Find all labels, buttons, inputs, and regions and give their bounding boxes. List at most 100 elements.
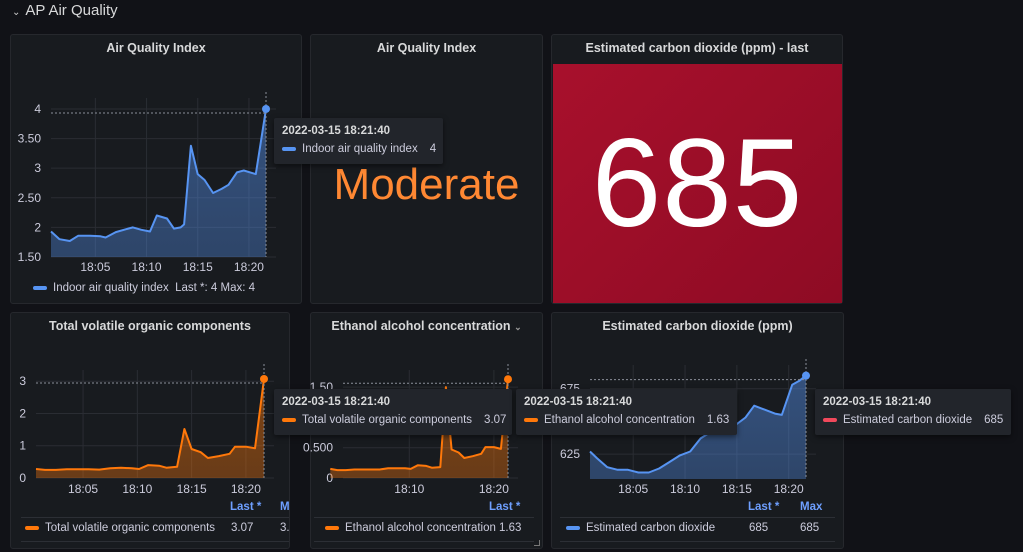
y-tick-label: 2 bbox=[19, 406, 26, 420]
x-tick-label: 18:10 bbox=[394, 482, 424, 496]
series-line bbox=[589, 374, 807, 474]
x-tick-label: 18:15 bbox=[183, 260, 213, 274]
y-tick-label: 3 bbox=[34, 161, 41, 175]
tooltip-series: Indoor air quality index bbox=[302, 143, 418, 155]
x-tick-label: 18:20 bbox=[234, 260, 264, 274]
series-swatch bbox=[33, 285, 47, 290]
x-tick-label: 18:10 bbox=[670, 482, 700, 496]
chart-aqi: 18:05 18:10 18:15 18:20 1.50 2 2.50 3 3.50 4 bbox=[18, 92, 276, 274]
hover-point bbox=[802, 371, 810, 380]
panel-title: Air Quality Index bbox=[376, 41, 477, 55]
stat-value: 685 bbox=[553, 64, 842, 303]
panel-title-text: Ethanol alcohol concentration bbox=[331, 319, 511, 333]
legend-header-last[interactable]: Last * bbox=[230, 501, 262, 513]
x-tick-label: 18:15 bbox=[722, 482, 752, 496]
series-line bbox=[50, 108, 267, 242]
hover-point bbox=[260, 374, 268, 383]
legend-item[interactable]: Estimated carbon dioxide 685 685 bbox=[566, 522, 819, 534]
tooltip-series: Ethanol alcohol concentration bbox=[544, 414, 695, 426]
legend-summary: Last *: 4 Max: 4 bbox=[175, 282, 256, 294]
tooltip-tvoc: 2022-03-15 18:21:40 Total volatile organ… bbox=[274, 389, 512, 435]
legend-header-last[interactable]: Last * bbox=[489, 501, 521, 513]
legend-series: Total volatile organic components bbox=[45, 522, 216, 534]
panel-title: Estimated carbon dioxide (ppm) - last bbox=[585, 41, 809, 55]
series-swatch bbox=[566, 525, 580, 530]
y-tick-label: 3.50 bbox=[18, 132, 42, 146]
y-tick-label: 3 bbox=[19, 374, 26, 388]
tooltip-ethanol: 2022-03-15 18:21:40 Ethanol alcohol conc… bbox=[516, 389, 737, 435]
resize-handle[interactable] bbox=[534, 540, 540, 546]
tooltip-time: 2022-03-15 18:21:40 bbox=[823, 396, 932, 408]
legend-header-max[interactable]: Max bbox=[800, 501, 823, 513]
y-tick-label: 0 bbox=[326, 471, 333, 485]
x-tick-label: 18:10 bbox=[122, 482, 152, 496]
series-area bbox=[330, 379, 508, 478]
series-line bbox=[35, 378, 265, 471]
tooltip-time: 2022-03-15 18:21:40 bbox=[282, 125, 391, 137]
tooltip-value: 685 bbox=[984, 414, 1004, 426]
y-tick-label: 0.500 bbox=[303, 441, 333, 455]
legend-max: 685 bbox=[800, 522, 820, 534]
tooltip-value: 3.07 bbox=[484, 414, 507, 426]
panel-title[interactable]: Ethanol alcohol concentration ⌄ bbox=[311, 319, 542, 333]
legend-item[interactable]: Indoor air quality index Last *: 4 Max: … bbox=[33, 282, 255, 294]
y-tick-label: 2 bbox=[34, 220, 41, 234]
panel-air-quality-index-chart[interactable]: 18:05 18:10 18:15 18:20 1.50 2 2.50 3 3.50 4 Air … bbox=[10, 34, 302, 304]
y-tick-label: 1 bbox=[19, 439, 26, 453]
series-swatch bbox=[524, 417, 538, 422]
legend-last: 1.63 bbox=[499, 522, 522, 534]
legend-header-last[interactable]: Last * bbox=[748, 501, 780, 513]
tooltip-time: 2022-03-15 18:21:40 bbox=[282, 396, 391, 408]
x-tick-label: 18:20 bbox=[774, 482, 804, 496]
legend-last: 685 bbox=[749, 522, 769, 534]
panel-co2-last-stat[interactable]: Estimated carbon dioxide (ppm) - last 68… bbox=[551, 34, 843, 304]
legend-header-max[interactable]: Max bbox=[280, 501, 290, 513]
series-line bbox=[330, 379, 509, 472]
legend-series: Ethanol alcohol concentration bbox=[345, 522, 496, 534]
chevron-down-icon[interactable]: ⌄ bbox=[12, 7, 21, 18]
row-header[interactable]: ⌄ AP Air Quality bbox=[12, 2, 118, 19]
x-tick-label: 18:05 bbox=[618, 482, 648, 496]
tooltip-co2: 2022-03-15 18:21:40 Estimated carbon dio… bbox=[815, 389, 1011, 435]
legend-item[interactable]: Total volatile organic components 3.07 3.0 bbox=[25, 522, 290, 534]
series-swatch bbox=[282, 417, 296, 422]
legend-item[interactable]: Ethanol alcohol concentration 1.63 bbox=[325, 522, 521, 534]
y-tick-label: 0 bbox=[19, 471, 26, 485]
y-tick-label: 1.50 bbox=[18, 250, 42, 264]
series-area bbox=[36, 379, 264, 478]
tooltip-time: 2022-03-15 18:21:40 bbox=[524, 396, 633, 408]
series-swatch bbox=[25, 525, 39, 530]
panel-air-quality-index-stat[interactable]: Air Quality Index Moderate bbox=[310, 34, 543, 304]
x-tick-label: 18:05 bbox=[80, 260, 110, 274]
series-swatch bbox=[282, 146, 296, 151]
series-area bbox=[590, 375, 806, 479]
tooltip-series: Estimated carbon dioxide bbox=[843, 414, 973, 426]
tooltip-value: 1.63 bbox=[706, 414, 730, 426]
hover-point bbox=[504, 375, 512, 384]
y-tick-label: 2.50 bbox=[18, 191, 42, 205]
x-tick-label: 18:20 bbox=[231, 482, 261, 496]
panel-title: Air Quality Index bbox=[106, 41, 206, 55]
hover-point bbox=[262, 104, 270, 113]
legend-last: 3.07 bbox=[231, 522, 254, 534]
chart-tvoc: 18:05 18:10 18:15 18:20 0 1 2 3 bbox=[19, 364, 274, 496]
x-tick-label: 18:15 bbox=[177, 482, 207, 496]
legend-series: Estimated carbon dioxide bbox=[586, 522, 716, 534]
legend-series: Indoor air quality index bbox=[53, 282, 169, 294]
series-area bbox=[51, 109, 266, 257]
chevron-down-icon[interactable]: ⌄ bbox=[514, 322, 522, 332]
row-title: AP Air Quality bbox=[25, 2, 118, 19]
legend-max: 3.0 bbox=[280, 522, 290, 534]
panel-title: Total volatile organic components bbox=[49, 319, 251, 333]
tooltip-series: Total volatile organic components bbox=[302, 414, 473, 426]
panel-tvoc-chart[interactable]: 18:05 18:10 18:15 18:20 0 1 2 3 Total volatile … bbox=[10, 312, 290, 549]
panel-title: Estimated carbon dioxide (ppm) bbox=[602, 319, 793, 333]
stat-value: Moderate bbox=[333, 160, 520, 209]
x-tick-label: 18:05 bbox=[68, 482, 98, 496]
series-swatch bbox=[325, 525, 339, 530]
series-swatch bbox=[823, 417, 837, 422]
tooltip-value: 4 bbox=[429, 143, 437, 155]
tooltip-aqi: 2022-03-15 18:21:40 Indoor air quality i… bbox=[274, 118, 443, 164]
y-tick-label: 4 bbox=[34, 102, 41, 116]
